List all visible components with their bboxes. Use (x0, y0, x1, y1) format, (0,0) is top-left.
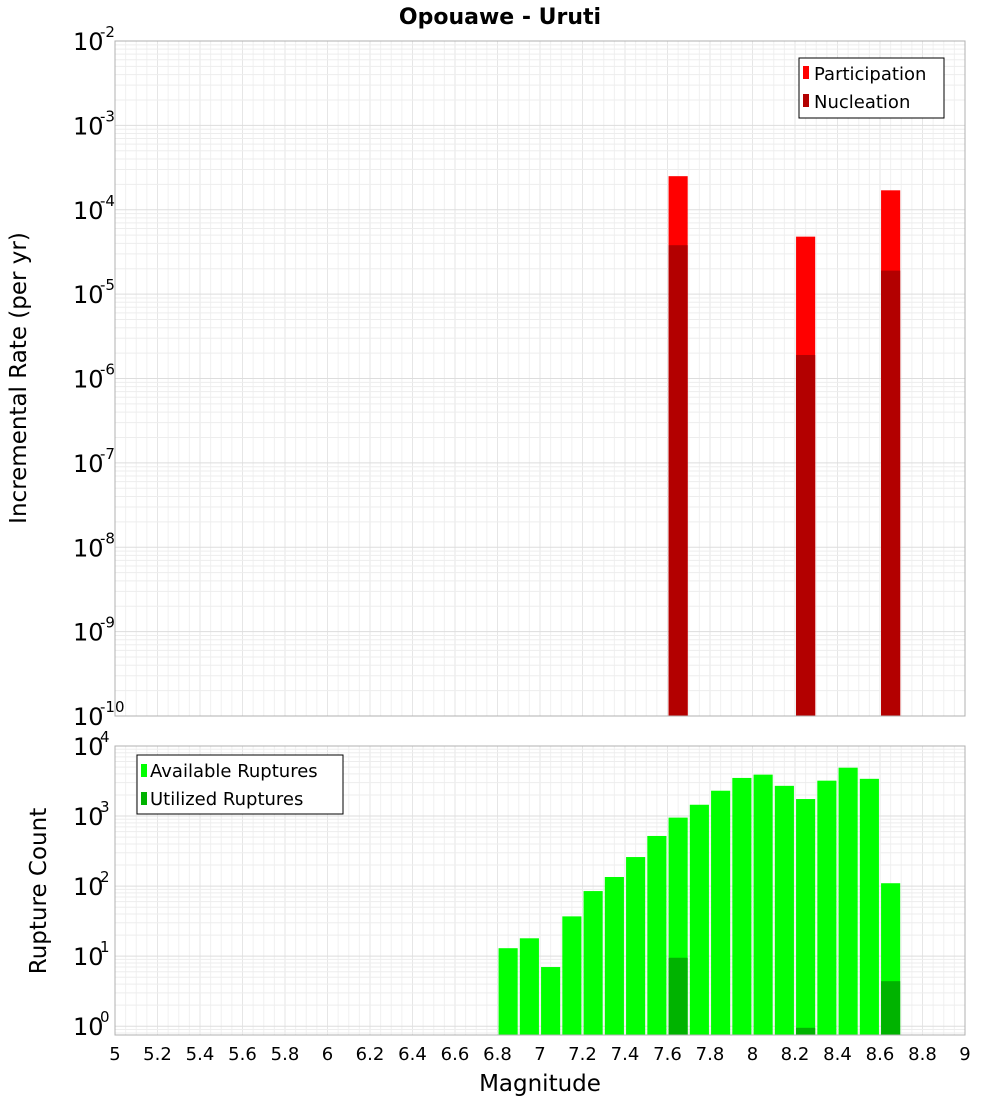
x-axis-label: Magnitude (479, 1071, 601, 1097)
x-tick-label: 7.6 (653, 1044, 682, 1065)
x-tick-label: 8.2 (781, 1044, 810, 1065)
bar-available-ruptures (541, 967, 561, 1035)
bar-available-ruptures (774, 785, 794, 1035)
y-tick-label: 10 (73, 281, 104, 309)
bar-available-ruptures (859, 778, 879, 1035)
bar-available-ruptures (838, 767, 858, 1035)
y-tick-exponent: 0 (100, 1008, 110, 1026)
chart-title: Opouawe - Uruti (399, 5, 601, 30)
legend-label-nucleation: Nucleation (814, 92, 910, 113)
bar-available-ruptures (562, 916, 582, 1035)
bar-available-ruptures (711, 790, 731, 1035)
rate-legend-frame (798, 57, 945, 119)
x-tick-label: 7.8 (696, 1044, 725, 1065)
y-tick-label: 10 (73, 366, 104, 394)
y-tick-label: 10 (73, 803, 104, 831)
y-tick-label: 10 (73, 197, 104, 225)
bar-available-ruptures (604, 876, 624, 1035)
y-tick-label: 10 (73, 873, 104, 901)
y-tick-exponent: 3 (100, 798, 110, 816)
x-tick-label: 5.2 (143, 1044, 172, 1065)
x-tick-label: 5.8 (271, 1044, 300, 1065)
x-tick-label: 7.4 (611, 1044, 640, 1065)
bar-available-ruptures (689, 804, 709, 1035)
y-tick-exponent: -10 (100, 698, 125, 716)
bar-available-ruptures (796, 799, 816, 1035)
x-tick-label: 6.8 (483, 1044, 512, 1065)
y-tick-label: 10 (73, 28, 104, 56)
x-tick-label: 7 (534, 1044, 545, 1065)
y-tick-exponent: 4 (100, 728, 110, 746)
magnitude-x-tick-labels: 5 5.2 5.4 5.6 5.8 6 6.2 6.4 6.6 6.8 7 7.2 7.4 7.6 7.8 8… (109, 1044, 970, 1065)
bar-nucleation (668, 245, 688, 717)
legend-label-participation: Participation (814, 64, 926, 85)
bar-utilized-ruptures (668, 957, 688, 1035)
y-tick-exponent: -5 (100, 276, 115, 294)
y-tick-exponent: -6 (100, 361, 115, 379)
bar-nucleation (881, 270, 901, 716)
bar-available-ruptures (583, 891, 603, 1035)
count-legend: Available Ruptures Utilized Ruptures (136, 754, 344, 815)
x-tick-label: 5 (109, 1044, 120, 1065)
y-tick-label: 10 (73, 943, 104, 971)
x-tick-label: 9 (959, 1044, 970, 1065)
legend-swatch-utilized (141, 792, 147, 805)
rate-panel-grid (114, 40, 966, 717)
bar-available-ruptures (732, 777, 752, 1035)
bar-available-ruptures (498, 948, 518, 1035)
legend-swatch-nucleation (803, 94, 809, 107)
x-tick-label: 6.6 (441, 1044, 470, 1065)
y-tick-exponent: -3 (100, 107, 115, 125)
count-panel-bars (498, 767, 901, 1035)
bar-available-ruptures (817, 780, 837, 1035)
x-tick-label: 8.6 (866, 1044, 895, 1065)
y-tick-label: 10 (73, 112, 104, 140)
bar-nucleation (796, 354, 816, 716)
count-legend-frame (136, 754, 344, 815)
y-tick-label: 10 (73, 450, 104, 478)
y-tick-label: 10 (73, 619, 104, 647)
y-tick-exponent: 2 (100, 868, 110, 886)
y-tick-exponent: -4 (100, 192, 115, 210)
y-tick-label: 10 (73, 703, 104, 731)
bar-available-ruptures (753, 774, 773, 1035)
y-tick-exponent: -7 (100, 445, 115, 463)
rate-panel-bars (668, 176, 901, 717)
y-tick-label: 10 (73, 733, 104, 761)
legend-label-utilized: Utilized Ruptures (150, 789, 303, 810)
x-tick-label: 5.4 (186, 1044, 215, 1065)
bar-utilized-ruptures (796, 1027, 816, 1035)
rate-panel-frame (114, 40, 966, 717)
x-tick-label: 5.6 (228, 1044, 257, 1065)
y-tick-label: 10 (73, 534, 104, 562)
bar-available-ruptures (519, 938, 539, 1035)
legend-label-available: Available Ruptures (150, 761, 318, 782)
y-tick-label: 10 (73, 1013, 104, 1041)
x-tick-label: 6 (322, 1044, 333, 1065)
bar-available-ruptures (626, 857, 646, 1035)
x-tick-label: 7.2 (568, 1044, 597, 1065)
bar-utilized-ruptures (881, 981, 901, 1035)
x-tick-label: 8.4 (823, 1044, 852, 1065)
count-panel-frame (114, 745, 966, 1036)
x-tick-label: 6.4 (398, 1044, 427, 1065)
y-tick-exponent: -9 (100, 614, 115, 632)
y-tick-exponent: 1 (100, 938, 110, 956)
x-tick-label: 8 (747, 1044, 758, 1065)
rate-y-axis-label: Incremental Rate (per yr) (6, 232, 32, 524)
bar-available-ruptures (647, 835, 667, 1035)
legend-swatch-participation (803, 66, 809, 79)
y-tick-exponent: -2 (100, 23, 115, 41)
y-tick-exponent: -8 (100, 529, 115, 547)
count-y-axis-label: Rupture Count (26, 808, 52, 974)
x-tick-label: 6.2 (356, 1044, 385, 1065)
x-tick-label: 8.8 (908, 1044, 937, 1065)
legend-swatch-available (141, 764, 147, 777)
rate-legend: Participation Nucleation (798, 57, 945, 119)
